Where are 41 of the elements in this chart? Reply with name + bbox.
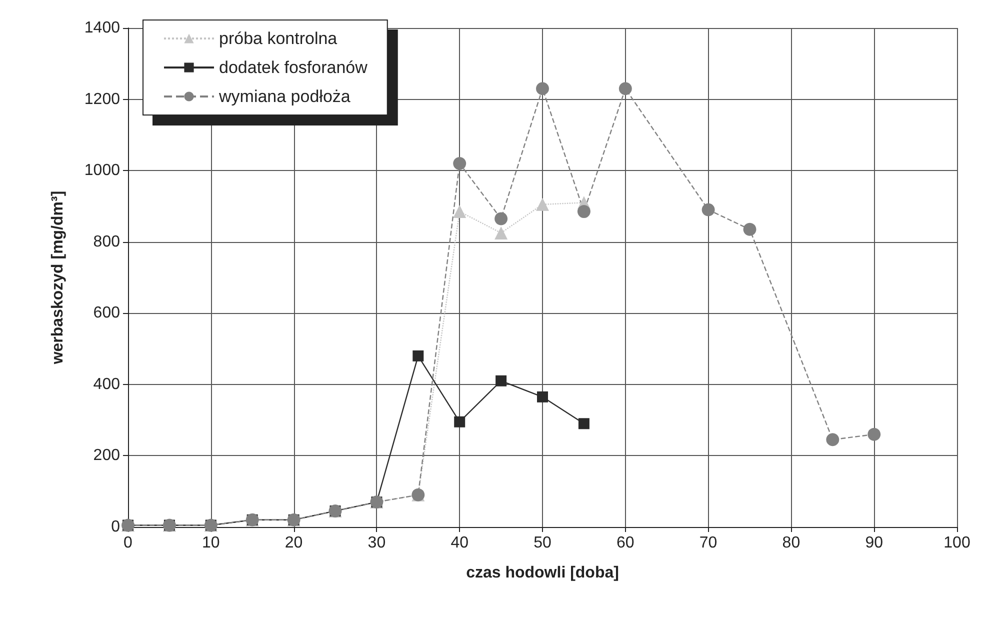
x-tick-label: 30 bbox=[368, 534, 386, 552]
point bbox=[412, 350, 424, 362]
y-tick-label: 0 bbox=[111, 518, 120, 536]
point bbox=[868, 428, 881, 441]
point bbox=[578, 418, 590, 430]
x-tick-label: 100 bbox=[944, 534, 970, 552]
legend-label: dodatek fosforanów bbox=[219, 58, 368, 77]
x-tick-label: 0 bbox=[124, 534, 133, 552]
x-tick-label: 50 bbox=[534, 534, 552, 552]
point bbox=[536, 82, 549, 96]
point bbox=[826, 433, 840, 446]
x-tick-label: 90 bbox=[865, 534, 884, 552]
point bbox=[454, 416, 466, 428]
point bbox=[743, 222, 756, 236]
y-axis-title: werbaskozyd [mg/dm³] bbox=[50, 190, 66, 366]
x-tick-label: 60 bbox=[616, 534, 634, 552]
y-tick-label: 200 bbox=[93, 447, 120, 464]
point bbox=[536, 198, 549, 211]
point bbox=[618, 82, 632, 96]
legend-label: próba kontrolna bbox=[219, 29, 338, 48]
x-tick-label: 20 bbox=[284, 534, 303, 552]
point bbox=[496, 375, 507, 386]
point bbox=[453, 205, 466, 218]
y-tick-label: 800 bbox=[93, 233, 120, 250]
point bbox=[494, 212, 508, 226]
x-tick-label: 40 bbox=[450, 534, 469, 552]
x-tick-label: 80 bbox=[782, 534, 800, 552]
y-tick-label: 1200 bbox=[84, 90, 120, 108]
point bbox=[702, 203, 715, 216]
y-tick-label: 400 bbox=[93, 376, 120, 393]
y-tick-label: 600 bbox=[93, 304, 120, 322]
legend-label: wymiana podłoża bbox=[218, 87, 351, 106]
x-axis-title: czas hodowli [doba] bbox=[466, 564, 619, 582]
point bbox=[453, 156, 466, 170]
point bbox=[494, 226, 508, 240]
point bbox=[537, 391, 548, 402]
x-tick-label: 70 bbox=[699, 534, 718, 552]
point bbox=[577, 205, 590, 218]
y-tick-label: 1400 bbox=[84, 20, 120, 36]
y-tick-label: 1000 bbox=[84, 162, 120, 180]
x-tick-label: 10 bbox=[202, 534, 220, 552]
